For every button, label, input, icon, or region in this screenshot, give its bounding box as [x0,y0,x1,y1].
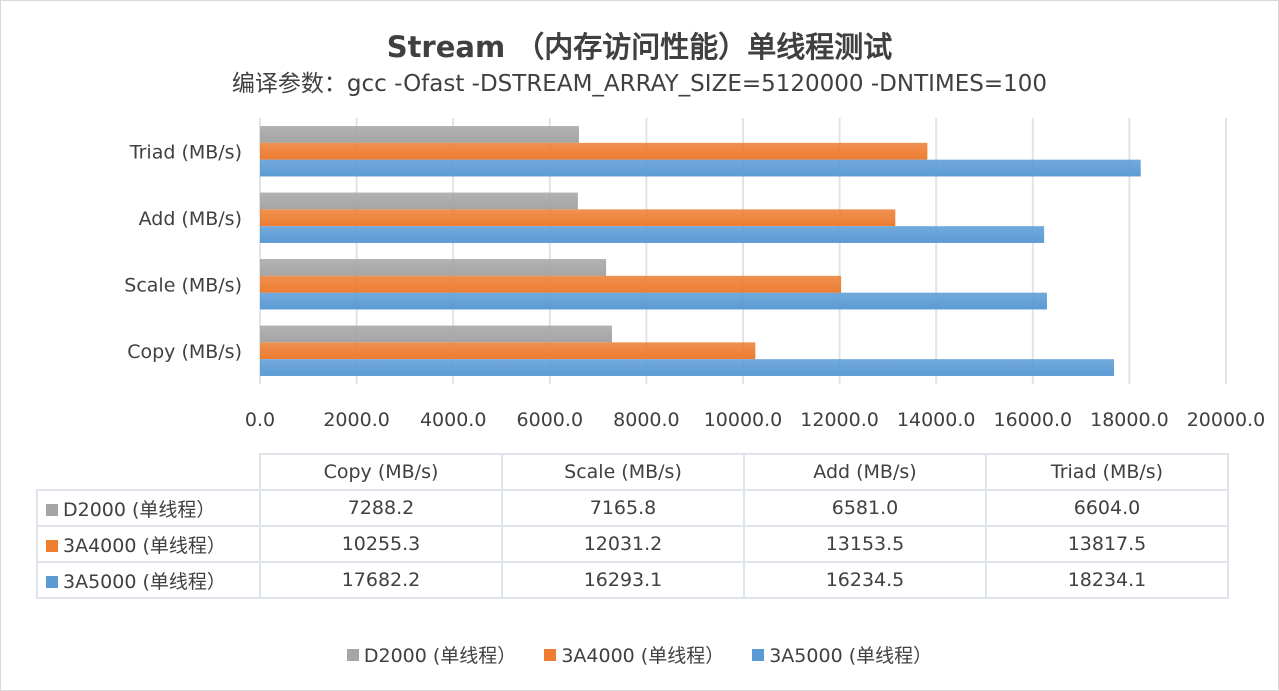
legend-label: 3A4000 (单线程） [561,645,725,667]
table-row: D2000 (单线程） 7288.2 7165.8 6581.0 6604.0 [36,489,1229,527]
table-cell: 12031.2 [501,525,745,563]
bar [260,292,1047,310]
legend-swatch-icon [46,503,58,516]
legend-swatch-icon [46,575,58,588]
table-row: 3A5000 (单线程） 17682.2 16293.1 16234.5 182… [36,561,1229,599]
x-tick-label: 2000.0 [323,409,389,431]
x-tick-label: 14000.0 [897,409,976,431]
table-corner [37,454,261,491]
bar-plot: 0.0 2000.0 4000.0 6000.0 8000.0 10000.0 12000.… [124,118,1266,431]
x-tick-label: 4000.0 [420,409,486,431]
bar [260,275,842,293]
x-tick-label: 16000.0 [994,409,1073,431]
table-cell: 6604.0 [985,489,1229,527]
table-cell: 16293.1 [501,561,745,599]
x-tick-label: 6000.0 [517,409,583,431]
x-tick-label: 18000.0 [1090,409,1169,431]
y-category-label: Scale (MB/s) [124,274,242,296]
x-tick-label: 12000.0 [800,409,879,431]
legend-item: 3A5000 (单线程） [752,641,932,668]
bar [260,259,607,276]
x-tick-label: 8000.0 [613,409,679,431]
row-label: D2000 (单线程） [36,489,261,527]
table-cell: 18234.1 [985,561,1229,599]
table-cell: 17682.2 [259,561,503,599]
x-tick-label: 10000.0 [704,409,783,431]
bar [260,192,578,210]
table-cell: 10255.3 [259,525,503,563]
series-name: 3A5000 (单线程） [63,570,226,593]
row-label: 3A4000 (单线程） [36,525,261,563]
legend-swatch-icon [46,539,58,552]
series-name: 3A4000 (单线程） [63,534,226,557]
table-cell: 16234.5 [743,561,987,599]
y-category-label: Triad (MB/s) [129,141,242,163]
data-table: Copy (MB/s) Scale (MB/s) Add (MB/s) Tria… [36,453,1229,599]
legend-label: 3A5000 (单线程） [769,645,933,667]
legend-item: D2000 (单线程） [346,641,517,668]
table-header: Copy (MB/s) [259,453,503,491]
bar [260,226,1045,243]
y-category-label: Add (MB/s) [139,208,242,230]
legend-swatch-icon [544,648,557,661]
table-cell: 6581.0 [743,489,987,527]
chart-title: Stream （内存访问性能）单线程测试 [386,30,893,64]
x-tick-label: 0.0 [245,409,275,431]
bar [260,209,896,227]
table-row: 3A4000 (单线程） 10255.3 12031.2 13153.5 138… [36,525,1229,563]
bar [260,159,1141,177]
table-cell: 7288.2 [259,489,503,527]
legend-item: 3A4000 (单线程） [544,641,724,668]
table-header: Add (MB/s) [743,453,987,491]
table-header: Scale (MB/s) [501,453,745,491]
legend: D2000 (单线程） 3A4000 (单线程） 3A5000 (单线程） [0,641,1279,668]
table-cell: 13153.5 [743,525,987,563]
x-tick-label: 20000.0 [1187,409,1266,431]
series-name: D2000 (单线程） [63,498,216,521]
y-category-label: Copy (MB/s) [127,341,242,363]
table-cell: 7165.8 [501,489,745,527]
bar [260,142,928,160]
legend-label: D2000 (单线程） [363,645,517,667]
chart-subtitle: 编译参数：gcc -Ofast -DSTREAM_ARRAY_SIZE=5120… [231,71,1048,97]
legend-swatch-icon [752,648,765,661]
table-header: Triad (MB/s) [985,453,1229,491]
table-cell: 13817.5 [985,525,1229,563]
row-label: 3A5000 (单线程） [36,561,261,599]
bar [260,325,613,343]
bar [260,359,1115,376]
bar [260,126,579,143]
legend-swatch-icon [346,648,359,661]
table-header-row: Copy (MB/s) Scale (MB/s) Add (MB/s) Tria… [37,453,1229,491]
bar [260,342,756,360]
